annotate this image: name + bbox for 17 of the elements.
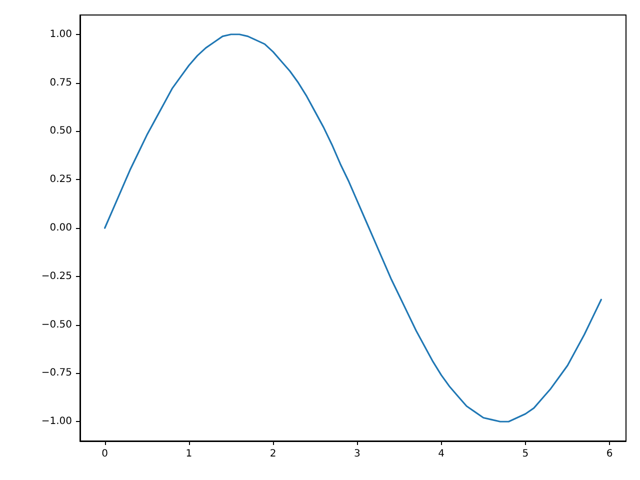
y-tick-label: −0.75 [41,368,72,379]
y-tick-label: 1.00 [50,28,72,40]
x-tick-label: 0 [102,448,108,460]
x-tick-label: 2 [270,448,276,460]
x-tick-label: 4 [438,448,445,460]
y-tick-label: −0.25 [41,270,72,282]
y-tick-label: −0.50 [41,319,72,330]
line-series [104,34,602,422]
y-tick-label: 0.50 [50,126,72,137]
x-tick-label: 5 [522,448,529,460]
y-tick-label: 0.25 [50,174,72,186]
x-tick-label: 6 [606,448,613,460]
x-tick-label: 3 [354,448,360,460]
y-tick-label: −1.00 [41,416,72,428]
x-tick-label: 1 [186,448,192,460]
y-tick-label: 0.00 [50,222,72,234]
y-tick-label: 0.75 [50,77,72,88]
